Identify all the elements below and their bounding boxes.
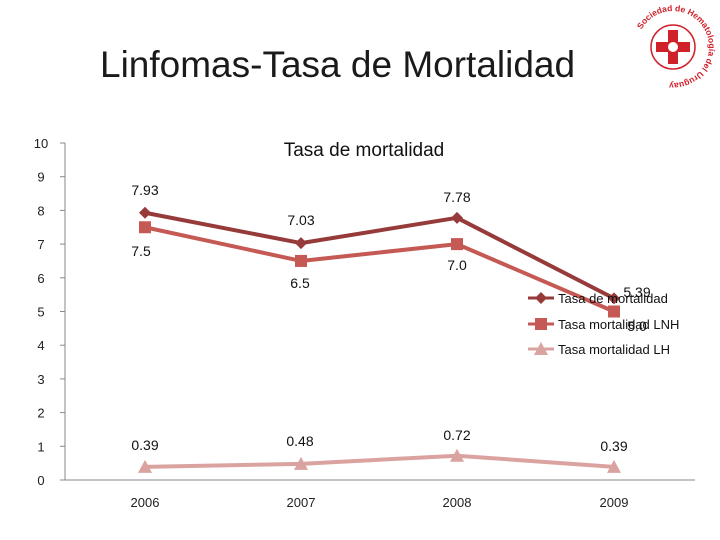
data-point [139,206,151,219]
y-tick-label: 7 [37,237,44,252]
y-tick-label: 5 [37,305,44,320]
y-tick-label: 8 [37,203,44,218]
data-label: 7.78 [443,189,470,205]
data-point [295,254,307,267]
x-ticks: 2006 2007 2008 2009 [131,495,629,510]
data-label: 0.48 [286,433,313,449]
data-label: 0.39 [131,437,158,453]
data-point [451,211,463,224]
legend-marker [534,342,548,355]
y-tick-label: 1 [37,439,44,454]
seal-center-dot [666,40,680,54]
y-tick-label: 10 [34,136,48,151]
data-point [607,459,621,473]
data-point [451,238,463,251]
data-label: 5.39 [623,284,650,300]
data-point [138,459,152,473]
legend-marker [535,318,547,330]
data-point [608,305,620,318]
y-tick-label: 3 [37,372,44,387]
x-tick-label: 2007 [287,495,316,510]
data-label: 7.5 [131,243,151,259]
data-label: 5.0 [627,318,647,334]
data-label: 0.39 [600,438,627,454]
legend-label: Tasa mortalidad LH [558,342,670,357]
data-label: 7.03 [287,212,314,228]
y-tick-label: 4 [37,338,44,353]
data-point [450,448,464,462]
series-line-3 [144,453,615,469]
series-layer: 7.93 7.03 7.78 5.39 7.5 6.5 7.0 5.0 0.39 0.48 0.72… [131,182,651,473]
data-label: 0.72 [443,427,470,443]
legend-label: Tasa de mortalidad [558,291,668,306]
legend: Tasa de mortalidad Tasa mortalidad LNH Tas… [528,291,679,357]
data-point [139,221,151,234]
data-label: 7.0 [447,257,467,273]
y-tick-label: 0 [37,473,44,488]
data-label: 7.93 [131,182,158,198]
legend-marker [535,292,547,304]
data-label: 6.5 [290,275,310,291]
hematology-society-seal-icon: Sociedad de Hematología del Uruguay [635,3,717,91]
series-line-1 [144,210,615,301]
data-point [295,237,307,250]
series-line-2 [144,225,615,314]
chart-title: Tasa de mortalidad [284,140,445,161]
data-point [608,292,620,305]
y-ticks: 0 1 2 3 4 5 6 7 8 9 10 [34,136,65,488]
y-tick-label: 9 [37,170,44,185]
y-tick-label: 6 [37,271,44,286]
y-tick-label: 2 [37,406,44,421]
seal-inner-ring [650,24,696,70]
data-point [294,456,308,470]
legend-label: Tasa mortalidad LNH [558,317,679,332]
x-tick-label: 2008 [443,495,472,510]
x-tick-label: 2009 [600,495,629,510]
slide-title: Linfomas-Tasa de Mortalidad [100,44,576,85]
x-tick-label: 2006 [131,495,160,510]
